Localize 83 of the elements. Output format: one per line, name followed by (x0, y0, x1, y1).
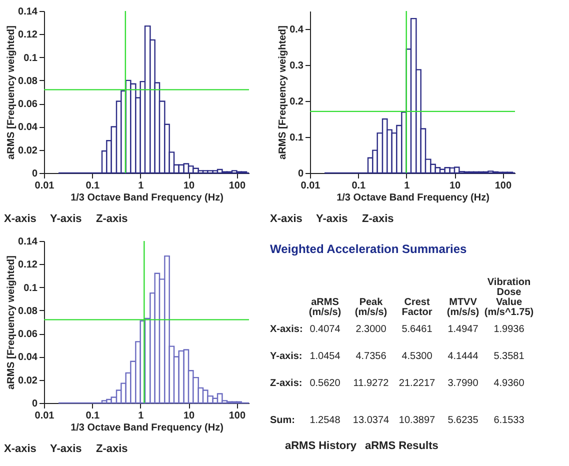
y-axis-title: aRMS [Frequency weighted] (6, 26, 18, 160)
text: X-axis (270, 213, 302, 225)
y-tick-label: 0.14 (18, 236, 38, 248)
y-tick-label: 0.08 (18, 306, 38, 317)
y-axis-title: aRMS [Frequency weighted] (278, 26, 289, 160)
text: 1.9936 (494, 324, 525, 335)
category-label: Crest Factor (402, 297, 432, 318)
x-tick-label: 0.1 (352, 180, 366, 192)
category-label: Peak (m/s/s) (354, 297, 388, 318)
y-tick-label: 0.02 (18, 375, 38, 386)
text: 5.6235 (448, 415, 479, 426)
category-label: Y-axis: (270, 351, 302, 362)
y-tick-label: 0.02 (18, 145, 38, 156)
text: Y-axis (50, 443, 82, 455)
x-tick-label: 0.01 (34, 180, 55, 192)
text: 5.6461 (402, 324, 433, 335)
text: 3.7990 (448, 378, 479, 389)
x-tick-label: 10 (183, 410, 196, 422)
x-tick-label: 0.01 (300, 180, 321, 192)
text: 4.9360 (494, 378, 525, 389)
text: 0.5620 (310, 378, 341, 389)
text: X-axis (4, 213, 36, 225)
category-label: Sum: (270, 415, 295, 426)
category-label: Vibration Dose Value (m/s^1.75) (484, 277, 534, 318)
x-tick-label: 100 (494, 180, 512, 192)
text: 11.9272 (353, 378, 390, 389)
text: Z-axis (96, 213, 128, 225)
y-tick-label: 0.04 (18, 122, 38, 134)
y-tick-label: 0 (32, 168, 38, 180)
y-tick-label: 0.06 (18, 99, 38, 110)
y-tick-label: 0.2 (290, 96, 304, 108)
y-tick-label: 0.1 (24, 52, 38, 64)
y-tick-label: 0.12 (18, 260, 38, 271)
text: 21.2217 (398, 378, 436, 389)
text: 5.3581 (494, 351, 525, 362)
x-tick-label: 0.01 (34, 410, 55, 422)
x-tick-label: 1 (138, 410, 144, 422)
text: 2.3000 (356, 324, 387, 335)
x-tick-label: 10 (449, 180, 462, 192)
y-tick-label: 0.4 (290, 24, 304, 36)
y-tick-label: 0 (32, 398, 38, 410)
text: X-axis (4, 443, 36, 455)
text: Weighted Acceleration Summaries (270, 242, 468, 256)
text: 4.7356 (356, 351, 387, 362)
y-tick-label: 0.06 (18, 329, 38, 340)
x-axis-title: 1/3 Octave Band Frequency (Hz) (336, 192, 490, 204)
text: Y-axis (316, 213, 348, 225)
y-tick-label: 0 (298, 168, 304, 180)
text: Z-axis (96, 443, 128, 455)
x-axis-title: 1/3 Octave Band Frequency (Hz) (70, 422, 224, 434)
text: aRMS History (285, 440, 358, 452)
text: 10.3897 (398, 415, 436, 426)
category-label: MTVV (m/s/s) (446, 297, 480, 318)
y-tick-label: 0.04 (18, 352, 38, 364)
category-label: Z-axis: (270, 378, 302, 389)
x-tick-label: 10 (183, 180, 196, 192)
x-tick-label: 100 (228, 410, 246, 422)
y-tick-label: 0.14 (18, 6, 38, 18)
y-tick-label: 0.3 (290, 60, 304, 72)
x-tick-label: 1 (138, 180, 144, 192)
text: aRMS Results (365, 440, 438, 452)
x-axis-title: 1/3 Octave Band Frequency (Hz) (70, 192, 224, 204)
text: Z-axis (362, 213, 394, 225)
y-tick-label: 0.1 (290, 132, 304, 144)
text: 1.0454 (310, 351, 341, 362)
category-label: aRMS (m/s/s) (308, 297, 342, 318)
text: 0.4074 (310, 324, 341, 335)
text: 1.2548 (310, 415, 341, 426)
text: 6.1533 (494, 415, 525, 426)
category-label: X-axis: (270, 324, 303, 335)
text: Y-axis (50, 213, 82, 225)
x-tick-label: 0.1 (86, 410, 100, 422)
text: 4.5300 (402, 351, 433, 362)
x-tick-label: 1 (404, 180, 410, 192)
y-tick-label: 0.12 (18, 30, 38, 41)
x-tick-label: 0.1 (86, 180, 100, 192)
text: 1.4947 (448, 324, 479, 335)
y-tick-label: 0.1 (24, 282, 38, 294)
y-tick-label: 0.08 (18, 76, 38, 87)
text: 13.0374 (352, 415, 390, 426)
x-tick-label: 100 (228, 180, 246, 192)
y-axis-title: aRMS [Frequency weighted] (6, 256, 18, 390)
text: 4.1444 (448, 351, 479, 362)
